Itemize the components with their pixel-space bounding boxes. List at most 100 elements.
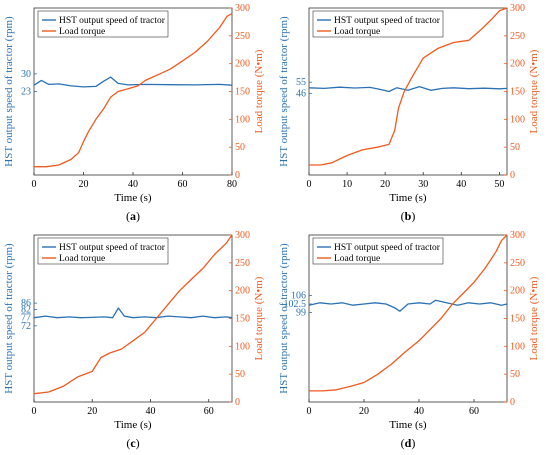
left-axis-label: HST output speed of tractor (rpm) bbox=[278, 16, 290, 167]
paren-close: ) bbox=[136, 209, 140, 223]
legend-label: HST output speed of tractor bbox=[334, 15, 441, 26]
right-tick-label: 150 bbox=[510, 314, 525, 325]
subfigure-label: (d) bbox=[401, 436, 416, 450]
legend-label: HST output speed of tractor bbox=[59, 15, 166, 26]
right-tick-label: 200 bbox=[510, 286, 525, 297]
x-tick-label: 60 bbox=[469, 406, 479, 417]
right-tick-label: 150 bbox=[235, 314, 250, 325]
right-tick-label: 0 bbox=[510, 170, 515, 181]
left-tick-label: 99 bbox=[296, 307, 306, 318]
torque-series-line bbox=[33, 234, 233, 395]
legend-label: HST output speed of tractor bbox=[59, 242, 166, 253]
x-tick-label: 40 bbox=[145, 406, 155, 417]
left-axis-label: HST output speed of tractor (rpm) bbox=[278, 243, 290, 394]
paren-open: ( bbox=[401, 209, 405, 223]
right-tick-label: 100 bbox=[235, 114, 250, 125]
legend-label: Load torque bbox=[334, 254, 380, 264]
right-tick-label: 100 bbox=[510, 114, 525, 125]
torque-series-line bbox=[34, 13, 233, 168]
x-tick-label: 0 bbox=[32, 179, 37, 190]
right-axis-label: Load torque (N•m) bbox=[253, 49, 265, 133]
right-tick-label: 300 bbox=[510, 230, 525, 241]
legend-label: HST output speed of tractor bbox=[334, 242, 441, 253]
x-tick-label: 20 bbox=[79, 179, 89, 190]
x-axis-label: Time (s) bbox=[389, 192, 427, 204]
legend-box bbox=[37, 10, 169, 38]
left-tick-label: 46 bbox=[296, 88, 306, 99]
x-tick-label: 80 bbox=[227, 179, 237, 190]
chart-panel-c: 0 20 40 60 72 77 82 86 0 50 100 150 200 250 300 HST out… bbox=[0, 227, 275, 454]
panel-letter: c bbox=[130, 436, 136, 450]
x-tick-label: 0 bbox=[307, 179, 312, 190]
right-tick-label: 150 bbox=[235, 87, 250, 98]
paren-close: ) bbox=[411, 209, 415, 223]
torque-series-line bbox=[309, 234, 508, 392]
paren-open: ( bbox=[126, 209, 130, 223]
paren-close: ) bbox=[411, 436, 415, 450]
left-tick-label: 77 bbox=[21, 313, 31, 324]
x-tick-label: 40 bbox=[456, 179, 466, 190]
paren-open: ( bbox=[401, 436, 405, 450]
left-tick-label: 30 bbox=[21, 69, 31, 80]
right-tick-label: 200 bbox=[510, 59, 525, 70]
right-tick-label: 0 bbox=[510, 397, 515, 408]
left-tick-label: 55 bbox=[296, 77, 306, 88]
right-tick-label: 300 bbox=[235, 3, 250, 14]
right-tick-label: 250 bbox=[235, 258, 250, 269]
torque-series-line bbox=[309, 7, 508, 166]
left-tick-label: 86 bbox=[21, 298, 31, 309]
right-tick-label: 50 bbox=[510, 142, 520, 153]
speed-series-line bbox=[308, 299, 508, 312]
left-tick-label: 23 bbox=[21, 87, 31, 98]
right-tick-label: 250 bbox=[510, 258, 525, 269]
left-axis-label: HST output speed of tractor (rpm) bbox=[3, 243, 15, 394]
right-tick-label: 150 bbox=[510, 87, 525, 98]
legend-box bbox=[312, 10, 444, 38]
speed-series-line bbox=[308, 85, 508, 93]
chart-panel-a: 0 20 40 60 80 23 30 0 50 100 150 200 250 300 HST outpu… bbox=[0, 0, 275, 227]
x-tick-label: 0 bbox=[32, 406, 37, 417]
legend-label: Load torque bbox=[334, 27, 380, 37]
subfigure-label: (b) bbox=[401, 209, 416, 223]
left-tick-label: 82 bbox=[21, 305, 31, 316]
left-tick-label: 106 bbox=[291, 291, 306, 302]
x-tick-label: 20 bbox=[380, 179, 390, 190]
left-axis-label: HST output speed of tractor (rpm) bbox=[3, 16, 15, 167]
x-tick-label: 30 bbox=[418, 179, 428, 190]
panel-letter: d bbox=[405, 436, 412, 450]
legend-box bbox=[37, 237, 169, 265]
right-tick-label: 0 bbox=[235, 170, 240, 181]
panel-letter: a bbox=[130, 209, 136, 223]
x-tick-label: 40 bbox=[414, 406, 424, 417]
x-axis-label: Time (s) bbox=[114, 192, 152, 204]
right-tick-label: 0 bbox=[235, 397, 240, 408]
paren-close: ) bbox=[136, 436, 140, 450]
x-tick-label: 40 bbox=[128, 179, 138, 190]
speed-series-line bbox=[33, 307, 233, 319]
x-tick-label: 20 bbox=[359, 406, 369, 417]
chart-panel-b: 0 10 20 30 40 50 46 55 0 50 100 150 200 250 300 HST out… bbox=[275, 0, 550, 227]
right-tick-label: 200 bbox=[235, 59, 250, 70]
panel-letter: b bbox=[405, 209, 412, 223]
x-axis-label: Time (s) bbox=[389, 419, 427, 431]
right-axis-label: Load torque (N•m) bbox=[528, 49, 540, 133]
legend-box bbox=[312, 237, 444, 265]
subfigure-label: (c) bbox=[126, 436, 139, 450]
right-tick-label: 300 bbox=[510, 3, 525, 14]
paren-open: ( bbox=[126, 436, 130, 450]
speed-series-line bbox=[33, 76, 233, 88]
right-tick-label: 50 bbox=[510, 369, 520, 380]
right-tick-label: 50 bbox=[235, 142, 245, 153]
x-tick-label: 10 bbox=[342, 179, 352, 190]
x-tick-label: 50 bbox=[494, 179, 504, 190]
right-axis-label: Load torque (N•m) bbox=[253, 276, 265, 360]
x-tick-label: 20 bbox=[87, 406, 97, 417]
right-tick-label: 200 bbox=[235, 286, 250, 297]
legend-label: Load torque bbox=[59, 27, 105, 37]
legend-label: Load torque bbox=[59, 254, 105, 264]
x-tick-label: 0 bbox=[307, 406, 312, 417]
right-tick-label: 50 bbox=[235, 369, 245, 380]
